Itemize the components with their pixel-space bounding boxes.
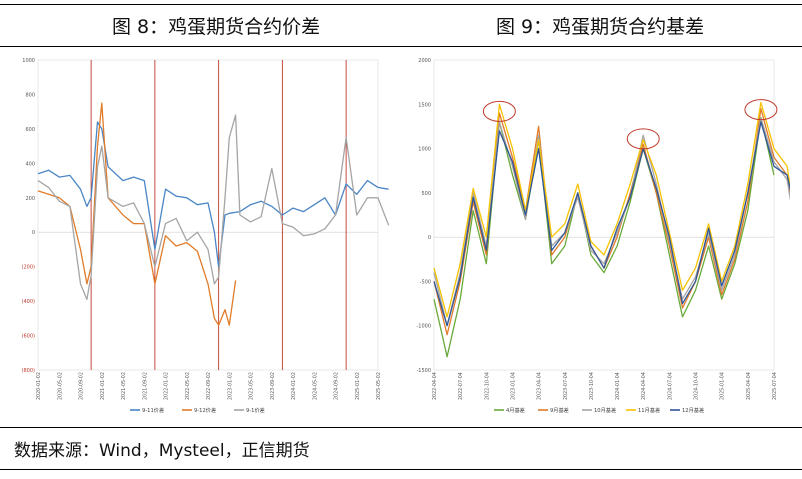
x-tick-label: 2022-10-04	[484, 372, 490, 400]
x-tick-label: 2021-05-02	[121, 372, 127, 400]
y-tick-label: 1000	[22, 58, 35, 64]
legend-item: 11月基差	[626, 406, 660, 414]
x-tick-label: 2024-04-04	[641, 372, 647, 400]
data-source: 数据来源：Wind，Mysteel，正信期货	[14, 441, 310, 461]
y-tick-label: (200)	[22, 265, 35, 271]
source-rule-top	[0, 427, 802, 428]
x-tick-label: 2022-01-02	[164, 372, 170, 400]
x-tick-label: 2023-09-02	[270, 372, 276, 400]
basis-chart: 2000 1500 1000 500 0 -500 -1000 -15002022-04-04…	[416, 58, 802, 414]
legend-label: 9月基差	[550, 406, 569, 414]
y-tick-label: (600)	[22, 334, 35, 340]
x-tick-label: 2023-10-04	[589, 372, 595, 400]
y-tick-label: 0	[32, 230, 35, 236]
source-rule-bottom	[0, 469, 802, 470]
x-tick-label: 2023-04-04	[537, 372, 543, 400]
legend-item: 9-1价差	[234, 406, 265, 414]
x-tick-label: 2025-04-04	[746, 372, 752, 400]
legend-label: 12月基差	[682, 406, 704, 414]
legend-label: 9-12价差	[194, 406, 216, 414]
x-tick-label: 2023-01-04	[510, 372, 516, 400]
x-tick-label: 2022-09-02	[206, 372, 212, 400]
y-tick-label: 600	[25, 127, 35, 133]
y-tick-label: 2000	[418, 58, 431, 64]
x-tick-label: 2022-04-04	[432, 372, 438, 400]
legend-item: 4月基差	[494, 406, 525, 414]
highlight-ellipse	[626, 128, 660, 150]
title-rule	[0, 46, 802, 47]
chart-panel-right: 2000 1500 1000 500 0 -500 -1000 -1500 2022-04-04…	[412, 50, 802, 420]
y-tick-label: -1500	[416, 368, 431, 374]
legend-label: 10月基差	[594, 406, 616, 414]
highlight-ellipse	[482, 100, 516, 122]
legend-label: 11月基差	[638, 406, 660, 414]
series-line	[37, 102, 237, 326]
y-tick-label: 1000	[418, 147, 431, 153]
y-tick-label: (400)	[22, 299, 35, 305]
legend-item: 9-11价差	[130, 406, 164, 414]
y-tick-label: -1000	[416, 324, 431, 330]
x-tick-label: 2023-05-02	[249, 372, 255, 400]
x-tick-label: 2025-05-02	[376, 372, 382, 400]
x-tick-label: 2023-07-04	[563, 372, 569, 400]
x-tick-label: 2024-10-04	[694, 372, 700, 400]
plot-area	[433, 59, 775, 371]
x-tick-label: 2020-09-02	[79, 372, 85, 400]
y-tick-label: 500	[421, 191, 431, 197]
series-line	[37, 121, 389, 268]
y-tick-label: 800	[25, 92, 35, 98]
highlight-ellipse	[744, 99, 778, 121]
x-tick-label: 2024-01-02	[291, 372, 297, 400]
legend-label: 4月基差	[506, 406, 525, 414]
plot-area	[37, 59, 379, 371]
y-tick-label: (800)	[22, 368, 35, 374]
legend-item: 12月基差	[670, 406, 704, 414]
x-tick-label: 2023-01-02	[227, 372, 233, 400]
x-tick-label: 2024-09-02	[334, 372, 340, 400]
series-line	[433, 101, 802, 318]
x-tick-label: 2024-05-02	[312, 372, 318, 400]
x-tick-label: 2022-07-04	[458, 372, 464, 400]
x-tick-label: 2021-01-02	[100, 372, 106, 400]
x-tick-label: 2025-01-02	[355, 372, 361, 400]
y-tick-label: -500	[420, 279, 431, 285]
chart-panel-left: 1000 800 600 400 200 0 (200) (400) (600) (800) 202…	[16, 50, 394, 420]
y-tick-label: 1500	[418, 102, 431, 108]
y-tick-label: 200	[25, 196, 35, 202]
series-line	[433, 108, 802, 336]
legend-label: 9-1价差	[246, 406, 265, 414]
y-tick-label: 0	[428, 235, 431, 241]
legend-item: 10月基差	[582, 406, 616, 414]
series-line	[37, 114, 390, 301]
x-tick-label: 2020-01-02	[36, 372, 42, 400]
x-tick-label: 2025-07-04	[772, 372, 778, 400]
chart-title-right: 图 9：鸡蛋期货合约基差	[496, 16, 705, 38]
chart-title-left: 图 8：鸡蛋期货合约价差	[112, 16, 321, 38]
x-tick-label: 2024-01-04	[615, 372, 621, 400]
x-tick-label: 2020-05-02	[57, 372, 63, 400]
spread-chart: 10008006004002000(200)(400)(600)(800)202…	[22, 58, 390, 414]
x-tick-label: 2025-01-04	[720, 372, 726, 400]
x-tick-label: 2022-05-02	[185, 372, 191, 400]
top-rule	[0, 4, 802, 5]
x-tick-label: 2024-07-04	[667, 372, 673, 400]
legend-label: 9-11价差	[142, 406, 164, 414]
legend-item: 9月基差	[538, 406, 569, 414]
series-line	[433, 121, 802, 327]
x-tick-label: 2021-09-02	[142, 372, 148, 400]
legend-item: 9-12价差	[182, 406, 216, 414]
y-tick-label: 400	[25, 161, 35, 167]
